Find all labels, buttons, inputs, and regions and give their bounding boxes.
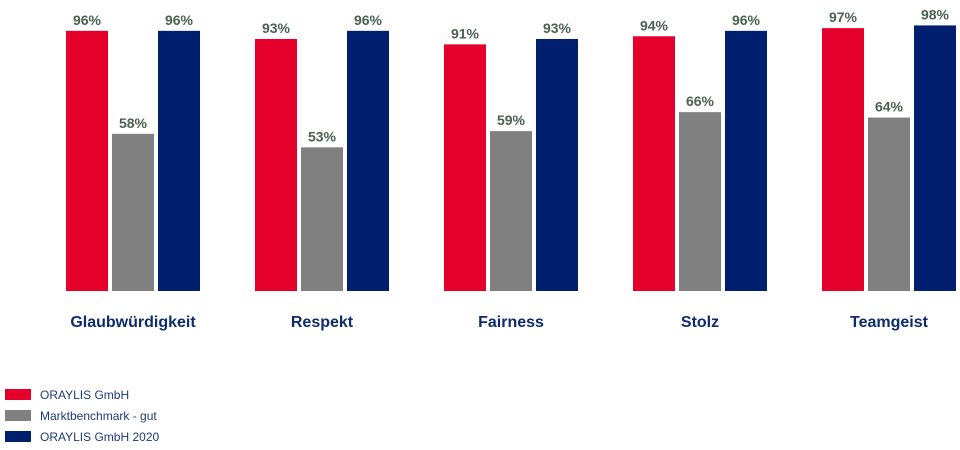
bar-fairness-marktbenchmark-gut	[490, 131, 532, 291]
bar-respekt-oraylis-gmbh	[255, 38, 297, 291]
bar-fairness-oraylis-gmbh-2020	[536, 38, 578, 291]
bar-glaubwurdigkeit-oraylis-gmbh	[66, 30, 108, 292]
value-label-glaubwurdigkeit-oraylis-gmbh-2020: 96%	[165, 12, 194, 28]
value-label-fairness-oraylis-gmbh-2020: 93%	[543, 20, 572, 36]
bar-respekt-oraylis-gmbh-2020	[347, 30, 389, 292]
value-label-teamgeist-oraylis-gmbh-2020: 98%	[921, 6, 950, 22]
category-label-glaubwurdigkeit: Glaubwürdigkeit	[70, 314, 196, 331]
legend-swatch-marktbenchmark-gut	[5, 410, 31, 421]
legend: ORAYLIS GmbH Marktbenchmark - gut ORAYLIS …	[5, 388, 159, 444]
legend-label-marktbenchmark-gut: Marktbenchmark - gut	[40, 409, 157, 423]
value-label-respekt-oraylis-gmbh-2020: 96%	[354, 12, 383, 28]
value-label-respekt-oraylis-gmbh: 93%	[262, 20, 291, 36]
value-label-glaubwurdigkeit-oraylis-gmbh: 96%	[73, 12, 102, 28]
bar-glaubwurdigkeit-oraylis-gmbh-2020	[158, 30, 200, 292]
value-label-stolz-oraylis-gmbh: 94%	[640, 17, 669, 33]
category-label-respekt: Respekt	[291, 314, 354, 331]
category-label-stolz: Stolz	[681, 314, 719, 331]
legend-swatch-oraylis-gmbh	[5, 389, 31, 400]
bar-stolz-marktbenchmark-gut	[679, 112, 721, 291]
value-label-stolz-marktbenchmark-gut: 66%	[686, 93, 715, 109]
value-label-teamgeist-oraylis-gmbh: 97%	[829, 9, 858, 25]
bar-glaubwurdigkeit-marktbenchmark-gut	[112, 133, 154, 291]
legend-swatch-oraylis-gmbh-2020	[5, 431, 31, 442]
bar-teamgeist-oraylis-gmbh-2020	[914, 25, 956, 291]
value-label-fairness-oraylis-gmbh: 91%	[451, 25, 480, 41]
bar-respekt-marktbenchmark-gut	[301, 147, 343, 291]
legend-label-oraylis-gmbh-2020: ORAYLIS GmbH 2020	[40, 430, 159, 444]
value-label-teamgeist-marktbenchmark-gut: 64%	[875, 99, 904, 115]
value-label-fairness-marktbenchmark-gut: 59%	[497, 112, 526, 128]
bar-stolz-oraylis-gmbh-2020	[725, 30, 767, 292]
bar-teamgeist-marktbenchmark-gut	[868, 117, 910, 291]
legend-label-oraylis-gmbh: ORAYLIS GmbH	[40, 388, 129, 402]
value-labels-layer: 96% 58% 96% 93% 53% 96% 91% 59% 93% 94% 66% 96% 97% 6…	[73, 6, 950, 144]
category-labels-layer: Glaubwürdigkeit Respekt Fairness Stolz Teamg…	[70, 314, 928, 331]
bar-fairness-oraylis-gmbh	[444, 44, 486, 291]
bar-teamgeist-oraylis-gmbh	[822, 28, 864, 291]
value-label-stolz-oraylis-gmbh-2020: 96%	[732, 12, 761, 28]
value-label-respekt-marktbenchmark-gut: 53%	[308, 128, 337, 144]
category-label-teamgeist: Teamgeist	[850, 314, 929, 331]
bars-layer	[66, 25, 956, 292]
bar-stolz-oraylis-gmbh	[633, 36, 675, 292]
category-label-fairness: Fairness	[478, 314, 544, 331]
value-label-glaubwurdigkeit-marktbenchmark-gut: 58%	[119, 115, 148, 131]
